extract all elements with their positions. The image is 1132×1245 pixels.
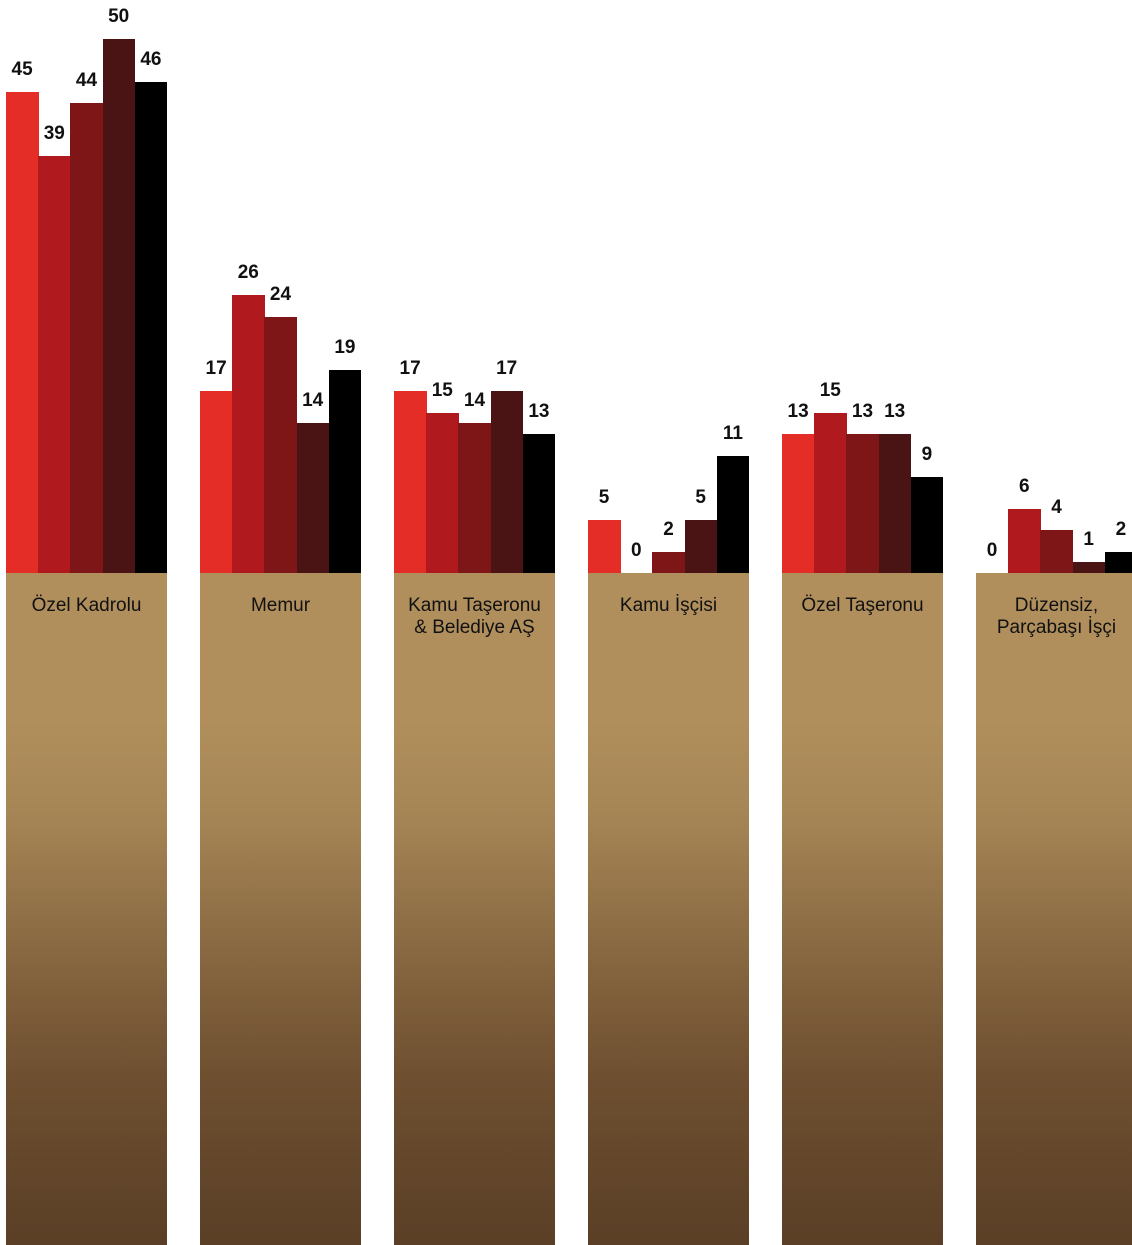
x-tick-label: Özel Kadrolu [31,595,142,616]
bar [264,316,298,573]
category-panel: Kamu Taşeronu & Belediye AŞ [394,573,555,1245]
bar [38,156,71,573]
bar [296,423,330,573]
value-label: 9 [921,443,933,465]
value-label: 0 [631,540,642,561]
value-label: 2 [663,518,674,540]
value-label: 17 [496,358,518,380]
value-label: 2 [1115,518,1127,540]
value-label: 13 [528,401,550,423]
bar [1040,530,1074,573]
category-panel: Özel Taşeronu [782,573,943,1245]
value-label: 13 [884,401,906,423]
x-tick-label: Düzensiz, Parçabaşı İşçi [996,595,1117,638]
value-label: 24 [269,283,292,305]
value-label: 44 [75,70,98,92]
bar [716,455,750,573]
x-tick-label: Kamu Taşeronu & Belediye AŞ [408,595,541,638]
bar [200,391,233,573]
bar [846,434,880,573]
value-label: 6 [1019,475,1030,497]
category-panel: Kamu İşçisi [588,573,749,1245]
bar [910,476,944,573]
value-label: 14 [463,390,486,412]
x-tick-label: Özel Taşeronu [801,595,924,616]
value-label: 46 [140,48,162,70]
value-label: 14 [302,390,324,412]
value-label: 15 [819,379,841,401]
category-panel: Düzensiz, Parçabaşı İşçi [976,573,1132,1245]
bar [458,423,492,573]
value-label: 5 [598,486,610,508]
bar [70,103,104,573]
bar [1104,551,1132,573]
value-label: 13 [787,401,809,423]
value-label: 11 [722,422,743,444]
bar [134,81,168,573]
value-label: 45 [11,59,33,81]
bar [426,412,459,573]
value-label: 26 [237,262,259,284]
bar [232,295,265,573]
x-tick-label: Kamu İşçisi [619,595,718,616]
value-label: 50 [108,6,130,27]
value-label: 4 [1051,497,1062,519]
bar [6,92,39,573]
bar [490,391,524,573]
value-label: 1 [1083,529,1094,551]
bar [782,434,815,573]
bar [522,434,556,573]
value-label: 15 [431,379,453,401]
category-panel: Memur [200,573,361,1245]
bar [684,519,718,573]
category-panel: Özel Kadrolu [6,573,167,1245]
value-label: 5 [695,486,706,508]
value-label: 39 [43,123,65,145]
bar [1008,508,1041,573]
value-label: 17 [205,358,227,380]
bar [1072,562,1106,573]
bar [588,519,621,573]
value-label: 17 [399,358,421,380]
value-label: 0 [986,540,998,561]
value-label: 13 [851,401,874,423]
bar [328,370,362,573]
value-label: 19 [334,337,356,359]
bar [878,434,912,573]
bar [394,391,427,573]
x-tick-label: Memur [250,595,311,616]
bar [814,412,847,573]
bar [652,551,686,573]
bar [102,39,136,573]
